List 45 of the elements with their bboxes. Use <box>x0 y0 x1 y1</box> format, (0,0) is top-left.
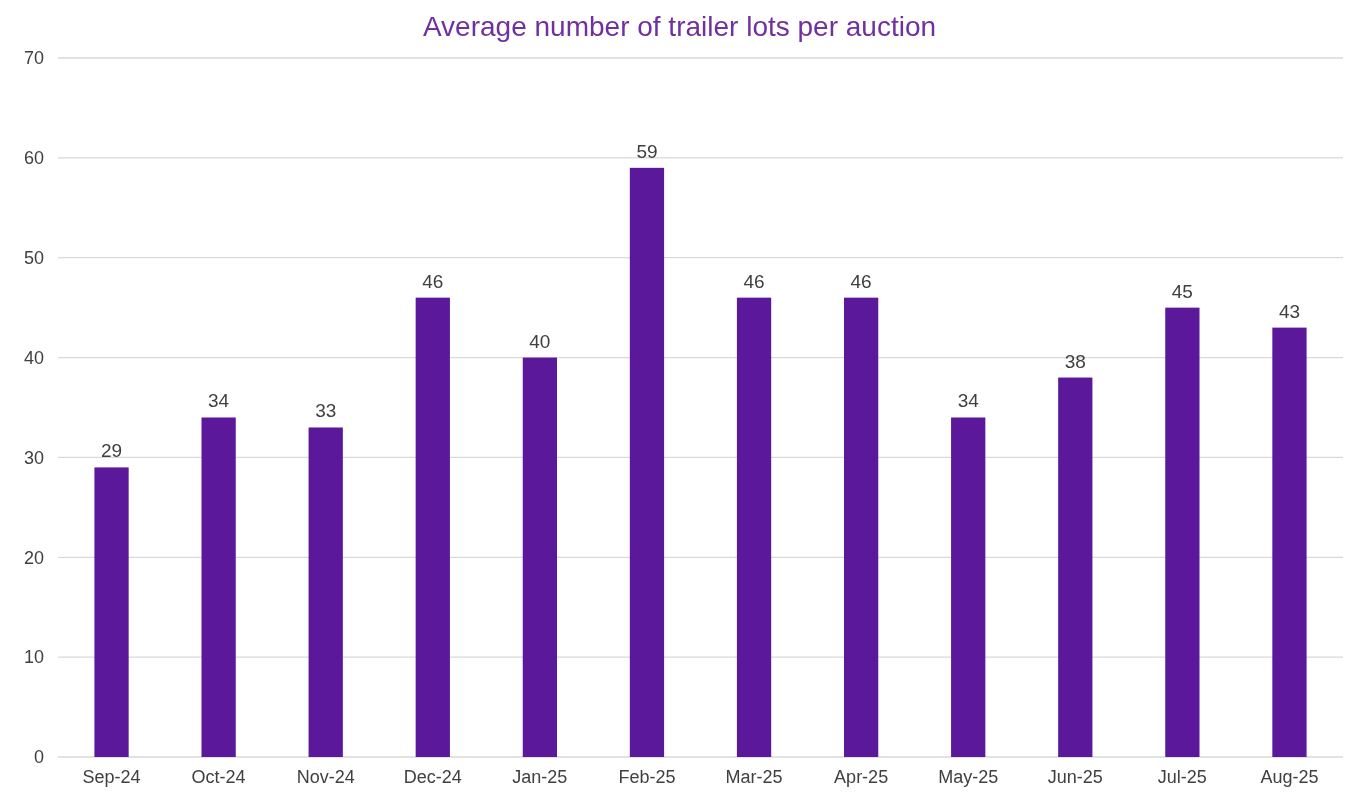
bar <box>1165 307 1200 757</box>
bar <box>201 417 236 757</box>
y-tick-label: 10 <box>23 647 44 668</box>
data-label: 29 <box>100 440 123 462</box>
data-label: 59 <box>636 140 658 162</box>
data-label: 33 <box>315 400 337 422</box>
y-tick-label: 60 <box>23 148 44 169</box>
x-tick-label: Aug-25 <box>1260 767 1319 787</box>
data-label: 40 <box>529 330 551 352</box>
data-label: 34 <box>208 390 230 412</box>
bar <box>415 297 450 757</box>
x-tick-label: Jul-25 <box>1157 767 1207 787</box>
x-tick-label: Nov-24 <box>296 767 355 787</box>
y-tick-label: 30 <box>23 447 44 468</box>
x-tick-label: Feb-25 <box>618 767 676 787</box>
x-tick-label: Dec-24 <box>403 767 462 787</box>
bar <box>843 297 879 757</box>
chart-title: Average number of trailer lots per auction <box>422 11 937 42</box>
x-tick-label: Apr-25 <box>834 767 889 787</box>
x-tick-label: May-25 <box>938 767 999 787</box>
bar <box>308 427 343 757</box>
y-tick-label: 0 <box>33 747 44 768</box>
bar <box>951 417 986 757</box>
data-label: 45 <box>1171 280 1193 302</box>
bar <box>1058 377 1093 757</box>
data-label: 46 <box>743 270 765 292</box>
data-label: 46 <box>422 270 444 292</box>
x-tick-label: Oct-24 <box>191 767 246 787</box>
x-tick-label: Sep-24 <box>82 767 141 787</box>
y-tick-label: 70 <box>23 48 44 69</box>
bar <box>522 357 558 757</box>
x-tick-label: Jun-25 <box>1047 767 1103 787</box>
data-label: 46 <box>850 270 872 292</box>
bar <box>629 167 665 757</box>
data-label: 43 <box>1278 300 1301 322</box>
data-label: 38 <box>1064 350 1086 372</box>
x-tick-label: Jan-25 <box>512 767 568 787</box>
bar <box>1272 327 1307 757</box>
bar <box>736 297 772 757</box>
y-tick-label: 40 <box>23 347 44 368</box>
x-tick-label: Mar-25 <box>725 767 783 787</box>
y-tick-label: 50 <box>23 248 44 269</box>
bar <box>94 467 129 757</box>
data-label: 34 <box>957 390 980 412</box>
y-tick-label: 20 <box>23 547 44 568</box>
